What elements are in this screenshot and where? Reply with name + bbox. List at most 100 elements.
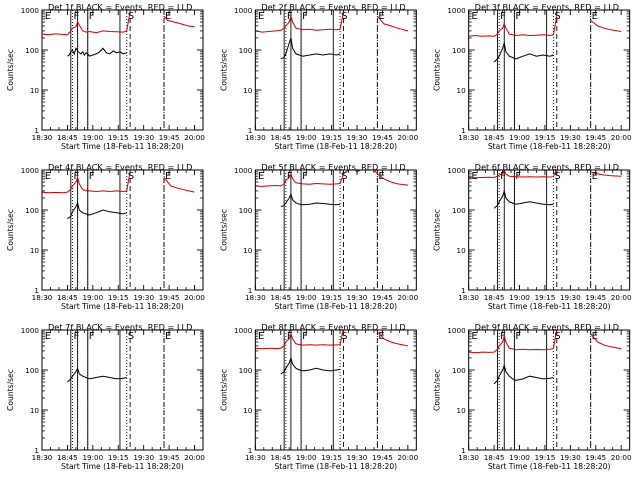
marker-label-e: E <box>471 331 477 342</box>
y-tick-label: 1000 <box>21 6 40 15</box>
x-tick-label: 19:45 <box>372 293 393 302</box>
marker-label-f: F <box>500 331 506 342</box>
plot-frame <box>254 169 417 291</box>
y-axis-label: Counts/sec <box>6 209 15 251</box>
y-tick-label: 1 <box>461 286 466 295</box>
marker-label-s: S <box>341 171 347 182</box>
x-tick-label: 19:30 <box>560 133 581 142</box>
y-tick-label: 10 <box>30 86 40 95</box>
y-tick-label: 100 <box>452 46 466 55</box>
marker-label-e: E <box>471 11 477 22</box>
plot-title: Det 3f BLACK = Events, RED = LLD <box>475 2 619 12</box>
x-tick-label: 18:45 <box>484 133 505 142</box>
x-tick-label: 18:30 <box>458 453 479 462</box>
marker-label-e: E <box>258 331 264 342</box>
marker-label-s: S <box>341 331 347 342</box>
marker-label-s: S <box>554 331 560 342</box>
x-tick-label: 19:30 <box>560 293 581 302</box>
plot-frame <box>41 329 204 451</box>
x-tick-label: 19:00 <box>296 293 317 302</box>
x-tick-label: 19:45 <box>159 453 180 462</box>
x-tick-label: 19:15 <box>535 293 556 302</box>
y-axis-label: Counts/sec <box>6 49 15 91</box>
x-tick-label: 19:45 <box>585 293 606 302</box>
plot-frame <box>468 329 631 451</box>
x-tick-label: 19:45 <box>159 133 180 142</box>
x-tick-label: 19:45 <box>372 453 393 462</box>
y-tick-label: 1000 <box>447 166 466 175</box>
marker-label-f: F <box>74 331 80 342</box>
lld-series-line <box>377 331 408 347</box>
plot-title: Det 5f BLACK = Events, RED = LLD <box>261 162 405 172</box>
marker-label-e-end: E <box>592 11 598 22</box>
x-tick-label: 19:45 <box>585 133 606 142</box>
x-tick-label: 18:45 <box>57 293 78 302</box>
x-tick-label: 19:00 <box>296 133 317 142</box>
lld-series-line <box>42 11 131 36</box>
x-tick-label: 19:00 <box>82 133 103 142</box>
y-tick-label: 10 <box>243 406 253 415</box>
events-series-line <box>67 201 127 220</box>
marker-label-s: S <box>554 171 560 182</box>
y-tick-label: 1 <box>461 446 466 455</box>
x-tick-label: 20:00 <box>611 293 632 302</box>
series-group <box>255 170 408 208</box>
series-group <box>255 11 409 60</box>
plot-frame <box>468 169 631 291</box>
x-tick-label: 19:00 <box>82 453 103 462</box>
marker-label-f: F <box>89 171 95 182</box>
series-group <box>468 330 622 385</box>
plot-title: Det 8f BLACK = Events, RED = LLD <box>261 322 405 332</box>
x-axis-label: Start Time (18-Feb-11 18:28:20) <box>61 142 184 151</box>
x-tick-label: 19:45 <box>585 453 606 462</box>
x-tick-label: 19:30 <box>347 293 368 302</box>
y-axis-label: Counts/sec <box>6 369 15 411</box>
x-tick-label: 18:45 <box>270 133 291 142</box>
x-tick-label: 18:45 <box>270 453 291 462</box>
series-group <box>42 11 195 57</box>
x-tick-label: 19:15 <box>108 293 129 302</box>
x-tick-label: 18:30 <box>458 293 479 302</box>
lld-series-line <box>468 170 557 179</box>
y-tick-label: 1000 <box>234 326 253 335</box>
lld-series-line <box>163 15 195 28</box>
marker-label-s: S <box>554 11 560 22</box>
y-axis-label: Counts/sec <box>219 369 228 411</box>
marker-label-e: E <box>258 11 264 22</box>
events-series-line <box>67 47 127 57</box>
marker-label-e: E <box>45 11 51 22</box>
marker-label-e: E <box>471 171 477 182</box>
y-tick-label: 100 <box>452 366 466 375</box>
lld-series-line <box>590 171 622 177</box>
x-tick-label: 18:45 <box>270 293 291 302</box>
marker-label-e-end: E <box>165 11 171 22</box>
x-tick-label: 19:15 <box>108 133 129 142</box>
x-tick-label: 20:00 <box>397 453 418 462</box>
plot-title: Det 1f BLACK = Events, RED = LLD <box>48 2 192 12</box>
y-tick-label: 1000 <box>234 166 253 175</box>
y-axis-label: Counts/sec <box>433 209 442 251</box>
marker-label-f: F <box>500 171 506 182</box>
x-tick-label: 18:30 <box>32 133 53 142</box>
y-tick-label: 100 <box>25 206 39 215</box>
y-tick-label: 1 <box>248 126 253 135</box>
series-group <box>468 170 622 209</box>
marker-label-f: F <box>89 331 95 342</box>
marker-label-e-end: E <box>165 171 171 182</box>
plot-frame <box>254 329 417 451</box>
marker-label-e-end: E <box>592 171 598 182</box>
x-tick-label: 19:00 <box>509 453 530 462</box>
y-tick-label: 1000 <box>447 6 466 15</box>
marker-label-f: F <box>302 331 308 342</box>
x-tick-label: 18:45 <box>484 453 505 462</box>
x-tick-label: 18:45 <box>57 453 78 462</box>
y-tick-label: 1 <box>34 286 39 295</box>
marker-label-e: E <box>45 331 51 342</box>
y-tick-label: 10 <box>243 246 253 255</box>
